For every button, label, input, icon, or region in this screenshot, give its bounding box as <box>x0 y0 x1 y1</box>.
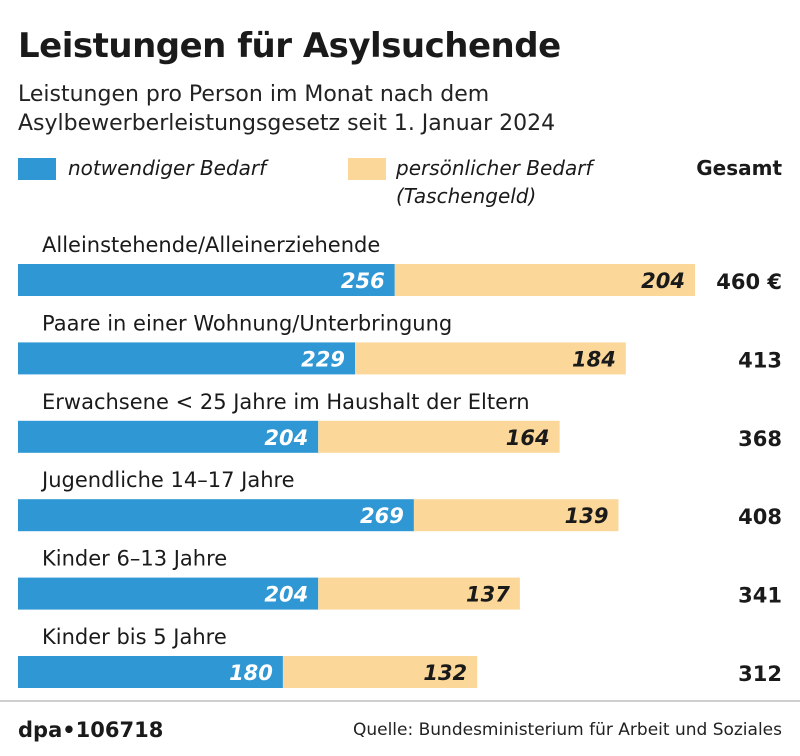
stacked-bar-chart: Alleinstehende/Alleinerziehende 256 204 460… <box>18 233 782 688</box>
bar-segment <box>18 264 395 296</box>
bar-value-label: 164 <box>506 426 550 450</box>
legend-total-header: Gesamt <box>696 156 782 180</box>
bar-value-label: 229 <box>301 347 345 371</box>
category-label: Alleinstehende/Alleinerziehende <box>42 233 380 257</box>
bar-segment <box>18 577 319 610</box>
total-label: 408 <box>738 505 782 529</box>
subtitle-line-1: Leistungen pro Person im Monat nach dem <box>18 82 490 107</box>
footer: dpa•106718 Quelle: Bundesministerium für… <box>0 700 800 756</box>
legend: notwendiger Bedarf persönlicher Bedarf (… <box>18 152 782 222</box>
category-label: Kinder bis 5 Jahre <box>42 625 227 649</box>
legend-label-persoenlicher-bedarf: persönlicher Bedarf (Taschengeld) <box>396 154 592 210</box>
subtitle-line-2: Asylbewerberleistungsgesetz seit 1. Janu… <box>18 111 556 136</box>
bar-segment <box>413 499 619 532</box>
bar-value-label: 204 <box>641 269 685 293</box>
bar-value-label: 139 <box>565 504 609 528</box>
bar-segment <box>282 656 478 688</box>
bar-segment <box>318 420 560 453</box>
bar-value-label: 137 <box>466 583 510 607</box>
bar-value-label: 184 <box>572 347 616 371</box>
bar-value-label: 204 <box>264 426 308 450</box>
total-label: 312 <box>738 662 782 686</box>
total-label: 341 <box>738 584 782 608</box>
category-label: Kinder 6–13 Jahre <box>42 547 227 571</box>
category-label: Erwachsene < 25 Jahre im Haushalt der El… <box>42 390 530 414</box>
legend-label-persoenlicher-bedarf-line-1: persönlicher Bedarf <box>396 156 593 180</box>
legend-label-persoenlicher-bedarf-line-2: (Taschengeld) <box>396 184 537 208</box>
bar-value-label: 204 <box>264 583 308 607</box>
category-label: Paare in einer Wohnung/Unterbringung <box>42 311 452 335</box>
bar-segment <box>355 342 626 375</box>
chart-title: Leistungen für Asylsuchende <box>18 26 561 66</box>
bar-segment <box>18 499 414 532</box>
total-label: 460 € <box>716 270 782 294</box>
legend-swatch-notwendiger-bedarf <box>18 158 56 180</box>
bar-value-label: 269 <box>360 504 404 528</box>
total-label: 368 <box>738 427 782 451</box>
bar-segment <box>318 577 520 610</box>
bar-segment <box>18 420 319 453</box>
bar-value-label: 180 <box>229 661 273 685</box>
legend-label-notwendiger-bedarf: notwendiger Bedarf <box>68 156 267 180</box>
bar-value-label: 256 <box>341 269 385 293</box>
legend-swatch-persoenlicher-bedarf <box>348 158 386 180</box>
bar-value-label: 132 <box>423 661 467 685</box>
chart-subtitle: Leistungen pro Person im Monat nach dem … <box>18 80 555 138</box>
bar-segment <box>394 264 695 296</box>
bar-segment <box>18 342 356 375</box>
dpa-id: dpa•106718 <box>18 718 164 742</box>
bar-segment <box>18 656 283 688</box>
total-label: 413 <box>738 348 782 372</box>
source-note: Quelle: Bundesministerium für Arbeit und… <box>352 720 782 740</box>
category-label: Jugendliche 14–17 Jahre <box>40 468 295 492</box>
